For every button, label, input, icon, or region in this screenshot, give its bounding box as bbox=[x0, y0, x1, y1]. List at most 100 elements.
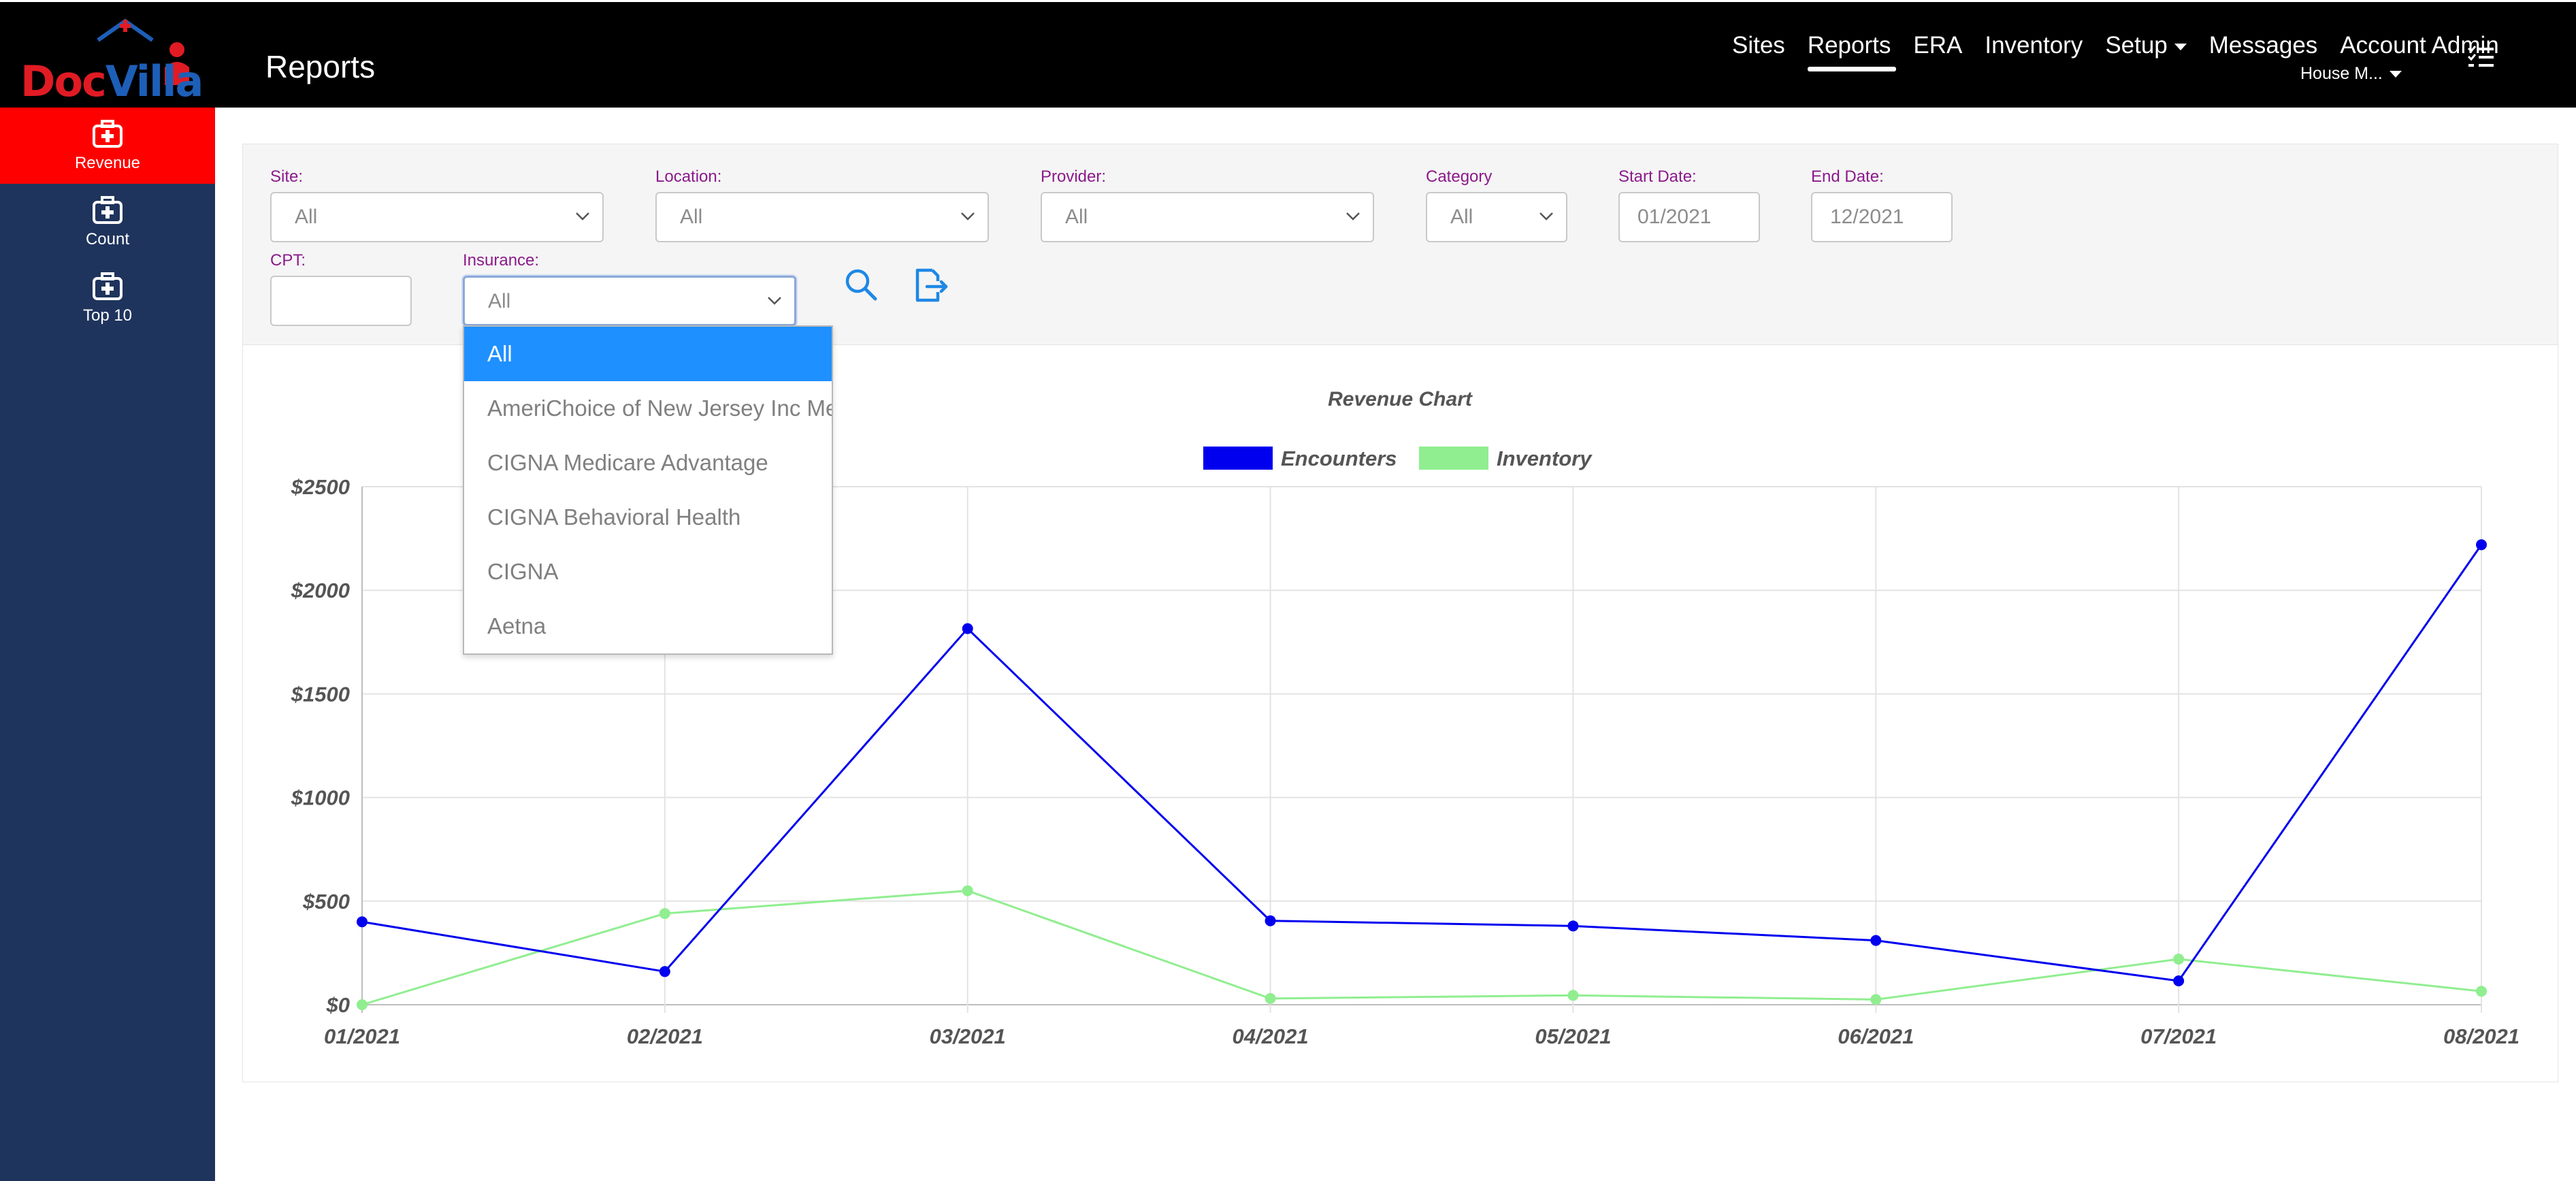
y-axis-ticks: $0 $500 $1000 $1500 $2000 $2500 bbox=[291, 475, 350, 1017]
logo-text: DocVilla bbox=[20, 56, 203, 106]
x-tick-label: 08/2021 bbox=[2443, 1024, 2520, 1048]
data-point[interactable] bbox=[2173, 954, 2185, 965]
series-encounters bbox=[357, 539, 2487, 986]
data-point[interactable] bbox=[357, 916, 368, 928]
chart-title: Revenue Chart bbox=[1328, 388, 1473, 410]
legend-item-encounters[interactable]: Encounters bbox=[1203, 447, 1397, 470]
chart-series bbox=[357, 539, 2487, 1010]
category-label: Category bbox=[1426, 167, 1493, 186]
medical-kit-icon bbox=[93, 272, 123, 300]
nav-era[interactable]: ERA bbox=[1913, 32, 1963, 59]
x-tick-label: 06/2021 bbox=[1838, 1024, 1914, 1048]
end-date-label: End Date: bbox=[1811, 167, 1884, 186]
x-tick-label: 02/2021 bbox=[627, 1024, 703, 1048]
nav-account-admin[interactable]: Account Admin bbox=[2340, 32, 2499, 59]
category-select-value: All bbox=[1450, 206, 1473, 228]
sidebar-item-label: Top 10 bbox=[82, 306, 133, 325]
x-tick-label: 07/2021 bbox=[2140, 1024, 2217, 1048]
logo-text-villa: Villa bbox=[105, 56, 203, 106]
insurance-label: Insurance: bbox=[463, 251, 540, 270]
revenue-chart: Revenue Chart Encounters Inventory $0 $500… bbox=[291, 388, 2520, 1048]
sidebar: Revenue Count Top 10 bbox=[0, 108, 215, 1181]
data-point[interactable] bbox=[1870, 994, 1882, 1005]
location-select[interactable]: All bbox=[655, 192, 989, 242]
y-tick-label: $500 bbox=[302, 890, 350, 913]
provider-select-value: All bbox=[1065, 206, 1088, 228]
insurance-option[interactable]: CIGNA Behavioral Health bbox=[487, 504, 741, 530]
export-file-icon[interactable] bbox=[912, 266, 950, 304]
nav-setup[interactable]: Setup bbox=[2105, 32, 2187, 59]
cpt-input[interactable] bbox=[270, 276, 412, 326]
start-date-label: Start Date: bbox=[1618, 167, 1697, 186]
main-nav: Sites Reports ERA Inventory Setup Messag… bbox=[1732, 25, 2499, 71]
data-point[interactable] bbox=[1265, 992, 1276, 1004]
data-point[interactable] bbox=[2476, 539, 2487, 551]
data-point[interactable] bbox=[962, 623, 973, 634]
nav-inventory[interactable]: Inventory bbox=[1985, 32, 2083, 59]
data-point[interactable] bbox=[1567, 920, 1579, 932]
legend-label: Inventory bbox=[1497, 447, 1593, 470]
x-tick-label: 01/2021 bbox=[324, 1024, 400, 1048]
location-select-value: All bbox=[680, 206, 703, 228]
legend-item-inventory[interactable]: Inventory bbox=[1419, 447, 1593, 470]
category-select[interactable]: All bbox=[1426, 192, 1567, 242]
medical-kit-icon bbox=[93, 196, 123, 224]
x-tick-label: 03/2021 bbox=[930, 1024, 1006, 1048]
insurance-option[interactable]: CIGNA bbox=[487, 559, 559, 584]
search-icon[interactable] bbox=[844, 268, 878, 302]
insurance-option[interactable]: CIGNA Medicare Advantage bbox=[487, 450, 768, 475]
provider-label: Provider: bbox=[1041, 167, 1107, 186]
insurance-option[interactable]: Aetna bbox=[487, 613, 547, 638]
insurance-dropdown-list: All AmeriChoice of New Jersey Inc Me CIG… bbox=[463, 325, 833, 655]
sidebar-item-top10[interactable]: Top 10 bbox=[0, 260, 215, 336]
y-tick-label: $2000 bbox=[291, 579, 350, 602]
sidebar-item-label: Revenue bbox=[74, 154, 141, 172]
data-point[interactable] bbox=[659, 908, 670, 920]
x-tick-label: 04/2021 bbox=[1233, 1024, 1309, 1048]
y-tick-label: $0 bbox=[326, 993, 350, 1017]
insurance-select[interactable]: All bbox=[463, 276, 796, 326]
end-date-input[interactable]: 12/2021 bbox=[1811, 192, 1953, 242]
data-point[interactable] bbox=[1870, 935, 1882, 946]
logo-text-doc: Doc bbox=[20, 56, 107, 106]
series-line bbox=[361, 890, 2482, 1006]
location-label: Location: bbox=[655, 167, 722, 186]
site-select-value: All bbox=[295, 206, 318, 228]
site-label: Site: bbox=[270, 167, 304, 186]
nav-setup-label: Setup bbox=[2105, 32, 2168, 59]
legend-label: Encounters bbox=[1281, 447, 1397, 470]
data-point[interactable] bbox=[962, 885, 973, 896]
docvilla-logo[interactable]: DocVilla bbox=[18, 17, 203, 106]
x-tick-label: 05/2021 bbox=[1535, 1024, 1611, 1048]
nav-messages[interactable]: Messages bbox=[2208, 32, 2318, 59]
chevron-down-icon bbox=[576, 212, 589, 221]
sidebar-item-revenue[interactable]: Revenue bbox=[0, 108, 215, 184]
nav-sites[interactable]: Sites bbox=[1732, 32, 1785, 59]
task-list-icon[interactable] bbox=[2467, 45, 2494, 69]
data-point[interactable] bbox=[659, 966, 670, 977]
y-tick-label: $1000 bbox=[291, 786, 350, 810]
nav-reports[interactable]: Reports bbox=[1807, 32, 1896, 71]
insurance-option[interactable]: AmeriChoice of New Jersey Inc Me bbox=[487, 395, 832, 421]
provider-select[interactable]: All bbox=[1041, 192, 1374, 242]
data-point[interactable] bbox=[1265, 915, 1276, 926]
data-point[interactable] bbox=[2476, 986, 2487, 997]
account-site-label: House M... bbox=[2300, 64, 2383, 83]
chart-legend: Encounters Inventory bbox=[1203, 447, 1593, 470]
data-point[interactable] bbox=[1567, 990, 1579, 1001]
medical-kit-icon bbox=[93, 120, 123, 148]
sidebar-item-count[interactable]: Count bbox=[0, 184, 215, 260]
insurance-option[interactable]: All bbox=[464, 327, 832, 381]
legend-swatch bbox=[1419, 447, 1488, 470]
data-point[interactable] bbox=[2173, 975, 2185, 986]
logo-house-icon bbox=[97, 18, 189, 85]
series-line bbox=[361, 544, 2483, 982]
start-date-input[interactable]: 01/2021 bbox=[1618, 192, 1760, 242]
y-tick-label: $1500 bbox=[291, 682, 350, 706]
site-select[interactable]: All bbox=[270, 192, 604, 242]
account-site-selector[interactable]: House M... bbox=[2300, 64, 2402, 84]
chevron-down-icon bbox=[768, 297, 781, 305]
data-point[interactable] bbox=[357, 999, 368, 1010]
page-title: Reports bbox=[265, 49, 376, 84]
x-axis-ticks: 01/2021 02/2021 03/2021 04/2021 05/2021 06/20… bbox=[324, 1024, 2520, 1048]
